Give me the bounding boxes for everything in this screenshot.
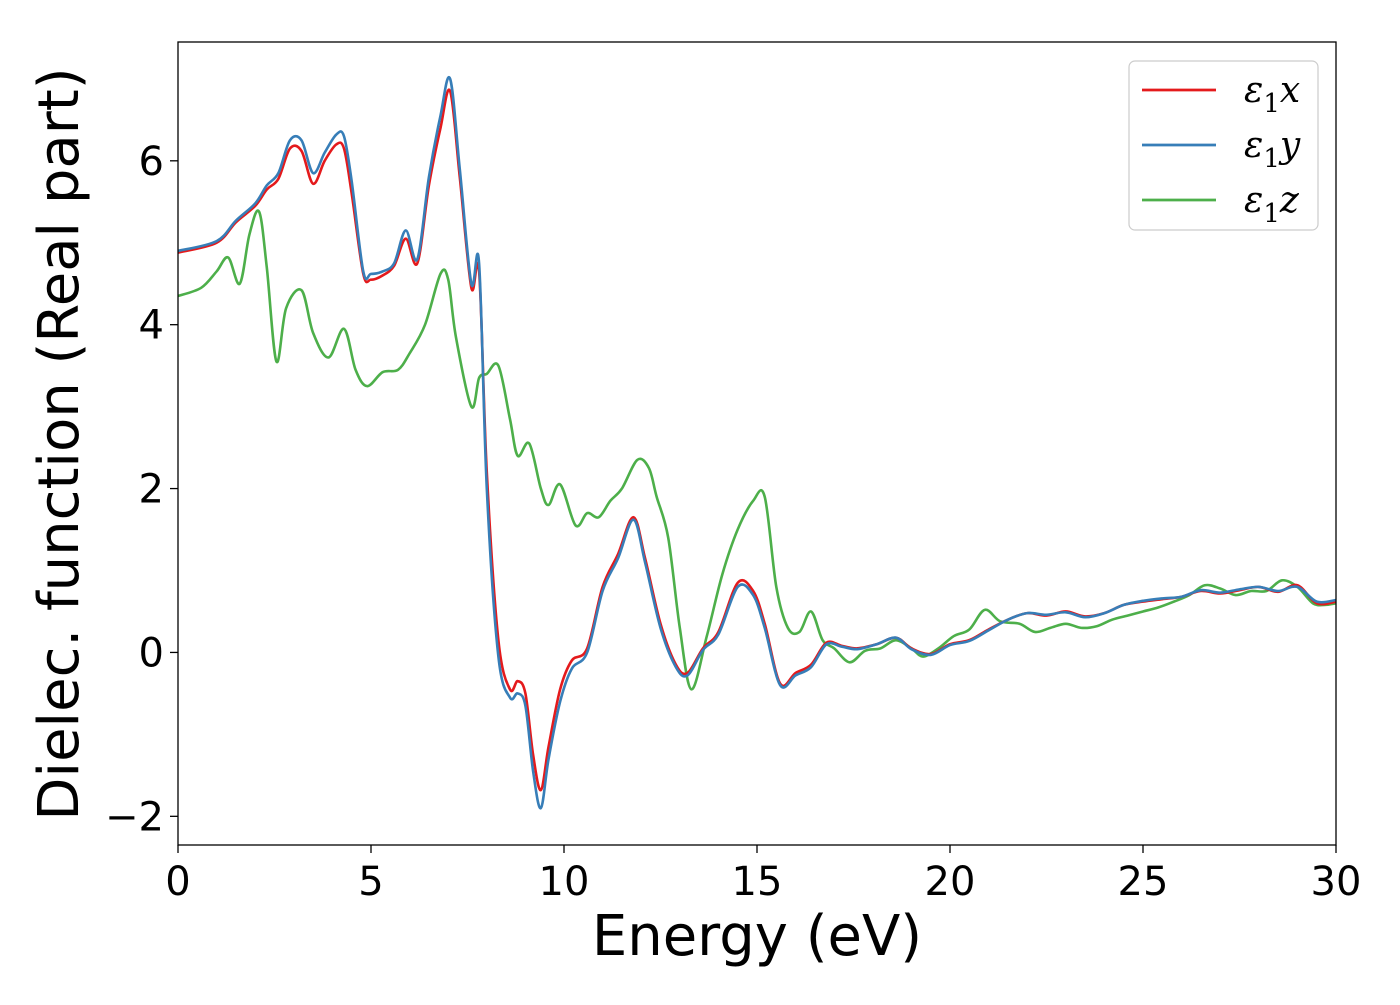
x-tick-label: 5 <box>358 859 383 905</box>
x-axis-title: Energy (eV) <box>592 904 922 969</box>
legend: ε1x ε1y ε1z <box>1128 60 1319 231</box>
x-tick-label: 10 <box>539 859 590 905</box>
legend-item-y: ε1y <box>1142 125 1301 174</box>
y-axis-title: Dielec. function (Real part) <box>27 67 92 820</box>
x-tick-label: 30 <box>1311 859 1362 905</box>
legend-box <box>1128 60 1319 231</box>
legend-label: ε1z <box>1244 180 1300 229</box>
y-tick-label: 6 <box>139 139 164 185</box>
y-tick-label: −2 <box>105 794 164 840</box>
legend-item-x: ε1x <box>1142 70 1300 119</box>
x-tick-label: 20 <box>925 859 976 905</box>
y-tick-label: 0 <box>139 630 164 676</box>
series-line-y <box>178 75 1336 810</box>
legend-label: ε1y <box>1244 125 1301 174</box>
x-tick-label: 25 <box>1118 859 1169 905</box>
x-tick-label: 15 <box>732 859 783 905</box>
plot-area <box>178 75 1336 810</box>
legend-item-z: ε1z <box>1142 180 1300 229</box>
series-line-z <box>178 209 1336 691</box>
legend-label: ε1x <box>1244 70 1300 119</box>
y-tick-label: 4 <box>139 303 164 349</box>
x-tick-label: 0 <box>165 859 190 905</box>
y-tick-label: 2 <box>139 467 164 513</box>
